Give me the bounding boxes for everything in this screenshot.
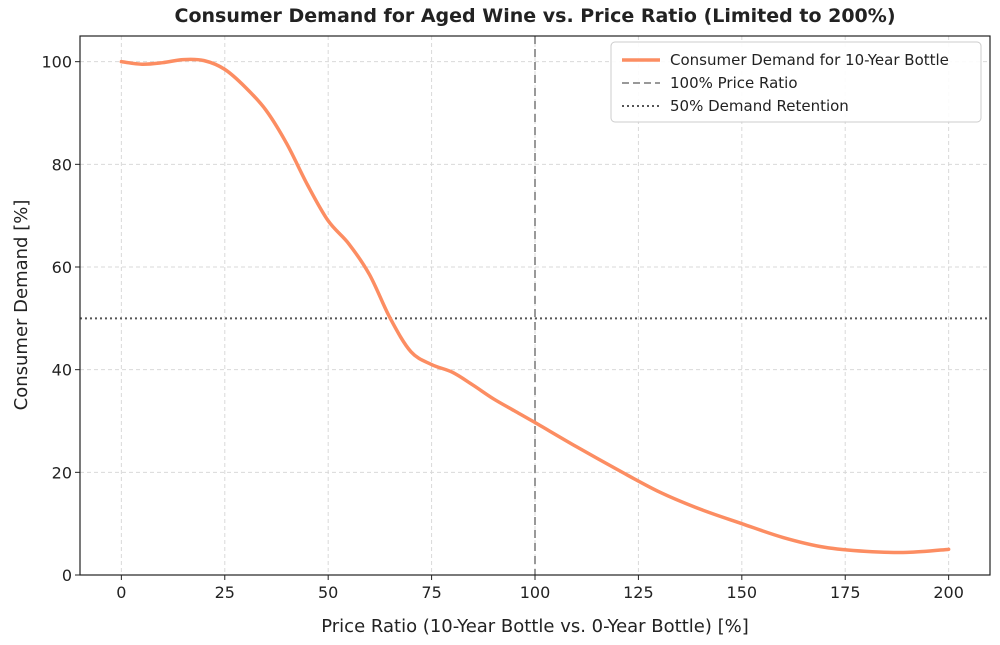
chart-title: Consumer Demand for Aged Wine vs. Price … [175, 5, 896, 27]
y-tick-label: 0 [62, 566, 72, 585]
x-tick-label: 25 [215, 583, 235, 602]
x-tick-label: 0 [116, 583, 126, 602]
x-tick-label: 200 [933, 583, 964, 602]
legend-label-demand: Consumer Demand for 10-Year Bottle [670, 51, 949, 69]
y-tick-label: 40 [52, 361, 72, 380]
x-axis-label: Price Ratio (10-Year Bottle vs. 0-Year B… [321, 616, 749, 637]
legend-box [610, 41, 982, 123]
y-axis-label: Consumer Demand [%] [11, 200, 32, 411]
y-tick-label: 80 [52, 155, 72, 174]
x-tick-label: 75 [421, 583, 441, 602]
legend-label-retention: 50% Demand Retention [670, 97, 849, 115]
series-line-demand [119, 57, 951, 555]
legend-label-price-ratio: 100% Price Ratio [670, 74, 798, 92]
y-tick-label: 60 [52, 258, 72, 277]
x-tick-label: 175 [830, 583, 861, 602]
x-tick-label: 50 [318, 583, 338, 602]
y-tick-label: 20 [52, 463, 72, 482]
x-tick-label: 100 [520, 583, 551, 602]
x-tick-label: 150 [727, 583, 758, 602]
legend: Consumer Demand for 10-Year Bottle 100% … [610, 41, 982, 123]
ticks: 0 25 50 75 100 125 150 175 200 0 20 40 60 80 100 [41, 53, 963, 602]
series-layer [119, 57, 951, 555]
reference-lines [80, 36, 990, 575]
x-tick-label: 125 [623, 583, 654, 602]
y-tick-label: 100 [41, 53, 72, 72]
